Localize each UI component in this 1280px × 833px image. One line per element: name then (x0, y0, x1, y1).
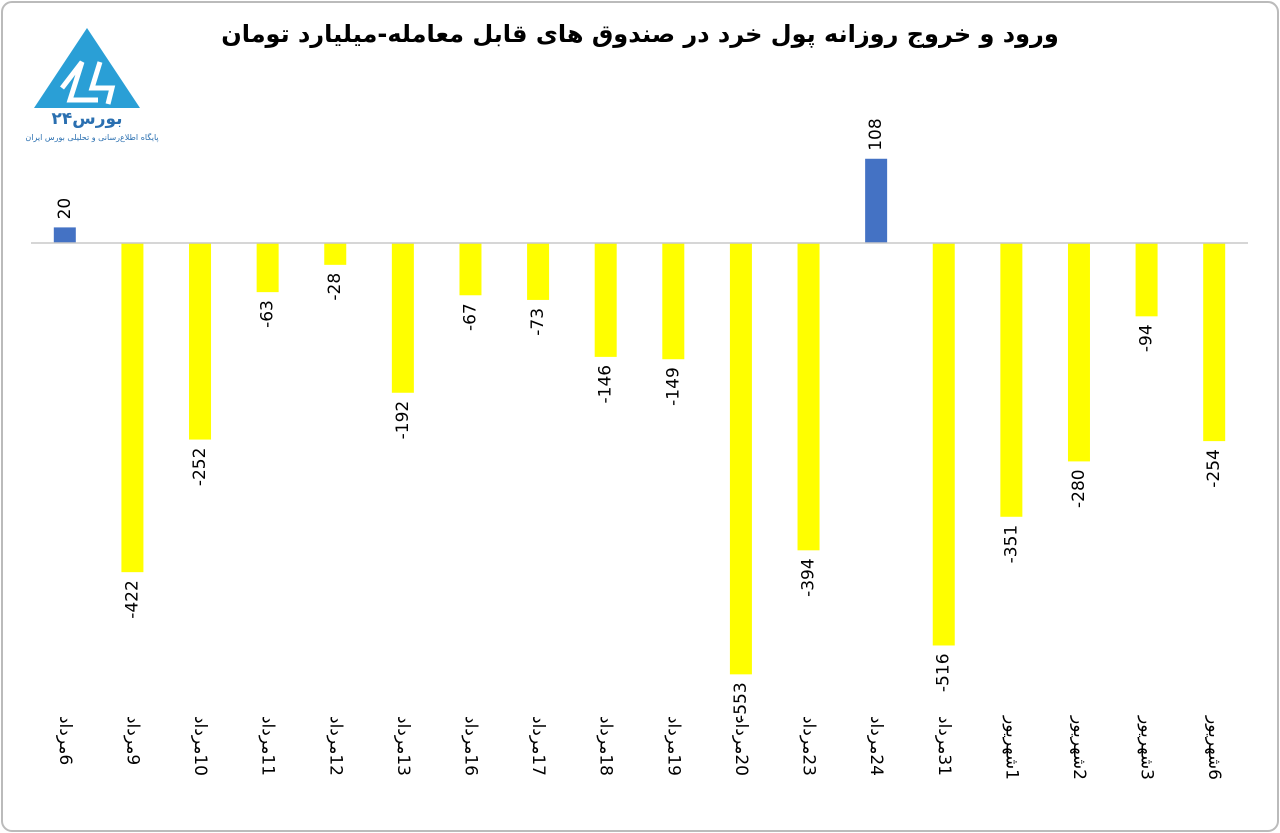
value-label: -422 (122, 580, 142, 619)
value-label: 108 (866, 118, 886, 150)
x-tick-label: 6مرداد (55, 716, 75, 765)
x-tick-label: 1شهریور (1001, 715, 1021, 780)
value-label: -351 (1001, 525, 1021, 564)
x-tick-label: 11مرداد (258, 716, 278, 776)
x-tick-label: 9مرداد (122, 716, 142, 765)
bar (594, 243, 617, 357)
logo: بورس۲۴ پایگاه اطلاع‌رسانی و تحلیلی بورس … (25, 28, 159, 142)
bar (256, 243, 279, 293)
logo-mark (60, 60, 98, 103)
x-tick-label: 23مرداد (799, 716, 819, 776)
value-label: -394 (799, 558, 819, 597)
x-tick-label: 24مرداد (866, 716, 886, 776)
x-tick-label: 19مرداد (663, 716, 683, 776)
x-tick-label: 2شهریور (1069, 715, 1089, 780)
bar (189, 243, 212, 440)
value-label: -192 (393, 401, 413, 440)
value-label: -28 (325, 273, 345, 301)
x-tick-label: 10مرداد (190, 716, 210, 776)
value-label: -146 (596, 365, 616, 404)
x-tick-label: 12مرداد (325, 716, 345, 776)
bar (1203, 243, 1226, 442)
value-label: -252 (190, 448, 210, 487)
value-label: -67 (460, 303, 480, 331)
x-tick-label: 6شهریور (1204, 715, 1224, 780)
x-tick-label: 17مرداد (528, 716, 548, 776)
bar (391, 243, 414, 393)
x-tick-label: 20مرداد (731, 716, 751, 776)
value-label: -516 (934, 653, 954, 692)
x-tick-label: 13مرداد (393, 716, 413, 776)
value-label: -553 (731, 682, 751, 721)
value-label: -280 (1069, 469, 1089, 508)
bar (662, 243, 685, 360)
bar (1067, 243, 1090, 462)
bar (797, 243, 820, 551)
value-label: 20 (55, 198, 75, 220)
bar (121, 243, 144, 573)
value-label: -73 (528, 308, 548, 336)
value-label: -94 (1137, 324, 1157, 352)
value-label: -63 (258, 300, 278, 328)
x-tick-label: 31مرداد (934, 716, 954, 776)
x-tick-label: 18مرداد (596, 716, 616, 776)
bar (932, 243, 955, 646)
bar (527, 243, 550, 300)
bar (459, 243, 482, 296)
value-label: -149 (663, 367, 683, 406)
bar (53, 227, 76, 243)
logo-text: بورس۲۴ (51, 109, 122, 129)
value-label: -254 (1204, 449, 1224, 488)
bar (1135, 243, 1158, 317)
x-tick-label: 16مرداد (460, 716, 480, 776)
chart-title: ورود و خروج روزانه پول خرد در صندوق های … (221, 20, 1059, 48)
bar (1000, 243, 1023, 517)
bar (324, 243, 347, 265)
logo-subtitle: پایگاه اطلاع‌رسانی و تحلیلی بورس ایران (25, 132, 158, 142)
x-tick-label: 3شهریور (1137, 715, 1157, 780)
bar (729, 243, 752, 675)
bar (865, 158, 888, 243)
logo-mark (88, 61, 116, 105)
